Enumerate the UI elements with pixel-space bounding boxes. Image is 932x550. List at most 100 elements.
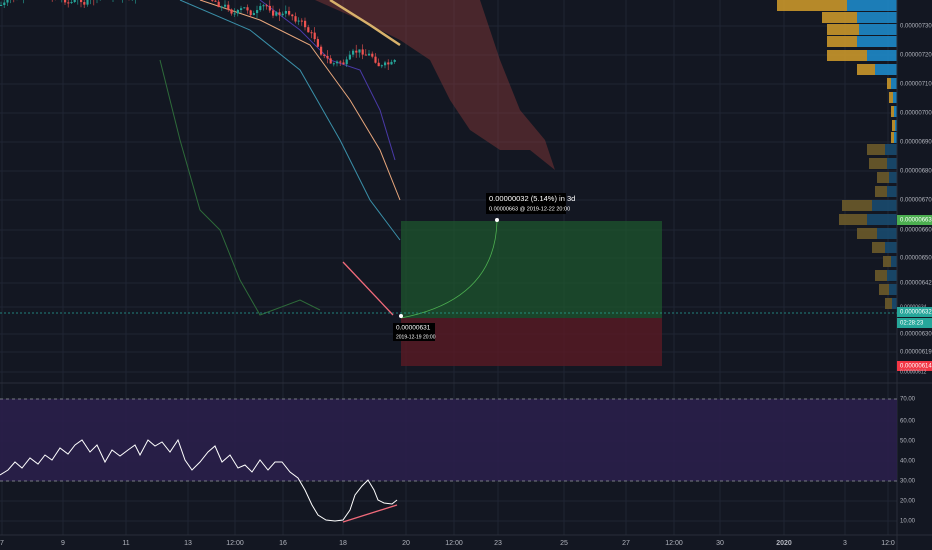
candle-body [246, 7, 249, 11]
target-point [495, 218, 499, 222]
candle-body [348, 54, 351, 60]
time-label: 18 [339, 540, 347, 547]
volume-bar [891, 256, 897, 267]
candle-body [230, 9, 233, 14]
price-label: 0.00000642 [900, 281, 932, 287]
candle-body [336, 61, 339, 64]
rsi-label: 50.00 [900, 439, 916, 445]
tooltip-text: 2019-12-19 20:00 [396, 334, 436, 340]
candle-body [326, 55, 329, 59]
volume-bar [822, 12, 857, 23]
volume-bar [885, 242, 897, 253]
candle-body [297, 20, 300, 22]
volume-bar [894, 106, 897, 117]
tooltip-text: 0.00000032 (5.14%) in 3d [489, 194, 575, 203]
candle-body [83, 2, 86, 5]
candle-body [304, 20, 307, 28]
candle-body [0, 4, 3, 6]
time-label: 12:0 [881, 540, 895, 547]
volume-bar [842, 200, 872, 211]
volume-bar [891, 132, 894, 143]
volume-bar [889, 284, 897, 295]
candle-body [275, 12, 278, 16]
trendline [342, 261, 394, 316]
price-label: 0.00000680 [900, 169, 932, 175]
cloud [315, 0, 555, 170]
price-label: 02:28:23 [900, 321, 924, 327]
volume-bar [891, 78, 897, 89]
candle-body [73, 0, 76, 3]
time-label: 3 [843, 540, 847, 547]
candle-body [211, 0, 214, 1]
loss-zone [401, 318, 662, 366]
candle-body [67, 2, 70, 4]
volume-bar [857, 64, 875, 75]
price-label: 0.00000663 [900, 218, 932, 224]
time-label: 25 [560, 540, 568, 547]
price-badge [897, 307, 932, 317]
price-label: 0.00000632 [900, 310, 932, 316]
candle-body [393, 59, 396, 62]
candle-body [300, 20, 303, 22]
rsi-label: 10.00 [900, 519, 916, 525]
candle-body [243, 7, 246, 9]
entry-point [399, 314, 403, 318]
volume-bar [877, 228, 897, 239]
time-label: 12:00 [665, 540, 683, 547]
volume-bar [847, 0, 897, 11]
volume-bar [839, 214, 867, 225]
rsi-divergence [342, 504, 398, 523]
candle-body [361, 49, 364, 55]
volume-bar [827, 50, 867, 61]
price-label: 0.00000614 [900, 364, 932, 370]
rsi-label: 30.00 [900, 479, 916, 485]
price-badge [897, 215, 932, 225]
volume-bar [872, 200, 897, 211]
rsi-line [0, 438, 398, 522]
candle-body [374, 56, 377, 63]
volume-bar [893, 92, 897, 103]
volume-bar [867, 214, 897, 225]
candle-body [329, 58, 332, 64]
volume-bar [892, 120, 895, 131]
volume-bar [869, 158, 887, 169]
price-label: 0.00000630 [900, 332, 932, 338]
volume-bar [892, 298, 897, 309]
candle-body [252, 13, 255, 16]
candle-body [307, 27, 310, 33]
volume-bar [859, 24, 897, 35]
candle-body [80, 0, 83, 3]
candle-body [64, 0, 67, 3]
price-label: 0.00000670 [900, 198, 932, 204]
candle-body [256, 10, 259, 14]
candle-body [342, 62, 345, 65]
price-badge [897, 318, 932, 328]
axes: 0.00000730 0.00000720 0.00000710 0.00000700… [0, 24, 932, 547]
volume-bar [889, 172, 897, 183]
price-label: 0.00000619 [900, 350, 932, 356]
candle-body [233, 13, 236, 15]
volume-bar [885, 144, 897, 155]
time-label: 12:00 [226, 540, 244, 547]
profit-zone [401, 221, 662, 318]
volume-bar [857, 36, 897, 47]
volume-bar [879, 284, 889, 295]
volume-bar [883, 256, 891, 267]
target-tooltip [486, 193, 566, 214]
volume-bar [872, 242, 885, 253]
rsi-band [0, 399, 897, 481]
volume-bar [887, 78, 891, 89]
candle-body [262, 5, 265, 7]
time-label: 2020 [776, 540, 792, 547]
volume-bar [887, 270, 897, 281]
price-label: 0.00000612 [900, 369, 927, 375]
candle-body [332, 63, 335, 65]
rsi-label: 70.00 [900, 397, 916, 403]
candle-body [310, 32, 313, 34]
volume-bar [827, 24, 859, 35]
volume-bar [827, 36, 857, 47]
time-label: 12:00 [445, 540, 463, 547]
indicator-line [159, 59, 321, 316]
candle-body [240, 8, 243, 11]
time-label: 16 [279, 540, 287, 547]
